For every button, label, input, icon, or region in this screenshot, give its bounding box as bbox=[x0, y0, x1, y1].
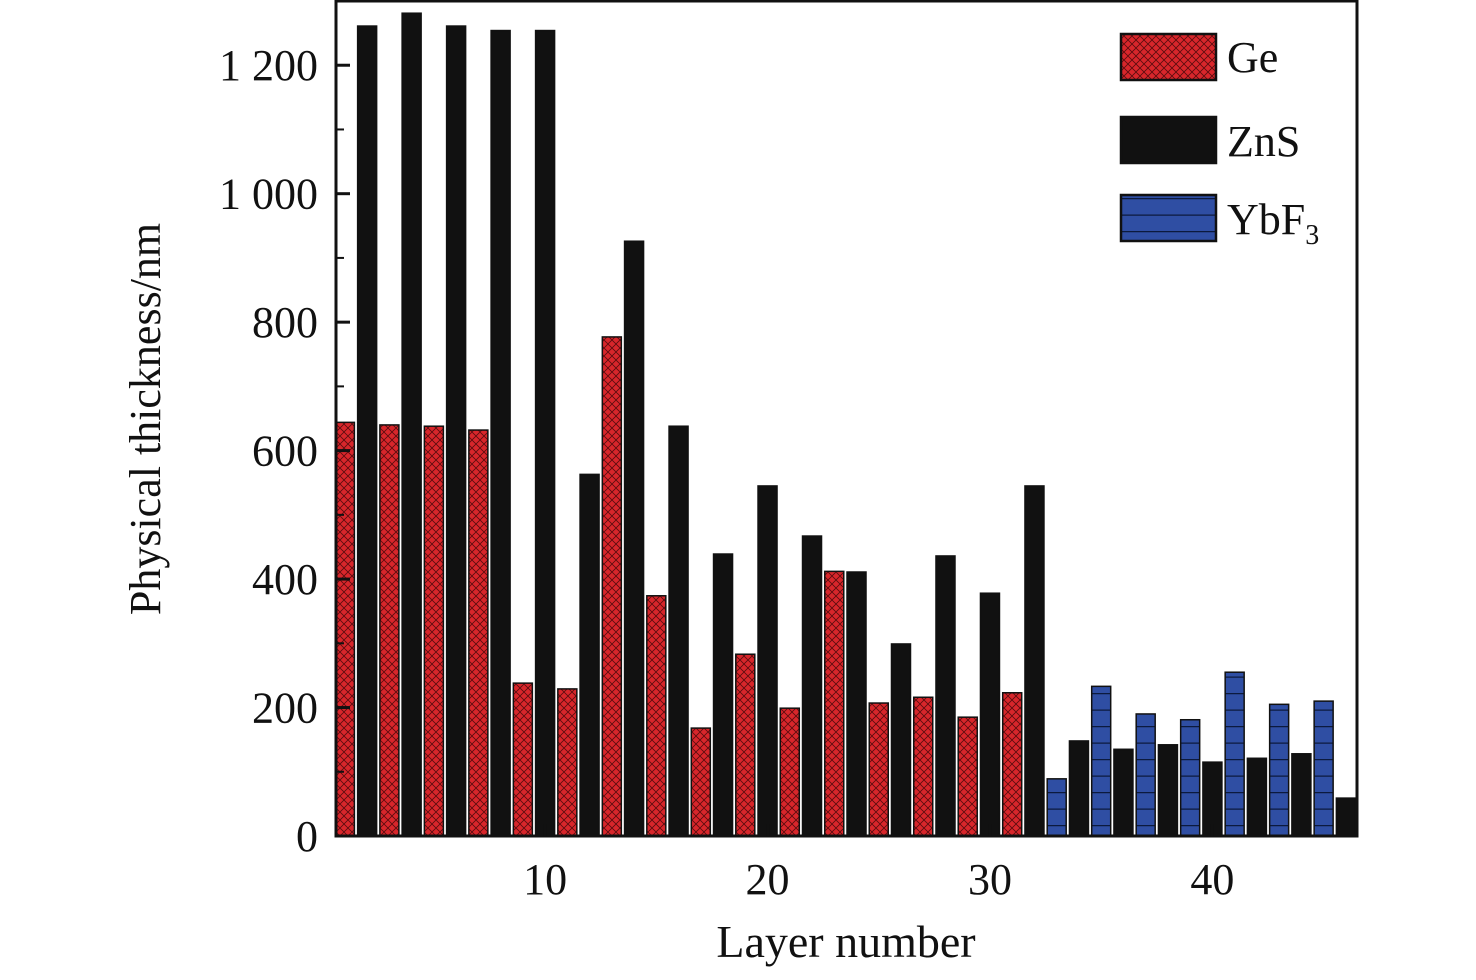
bar-ge-layer-31 bbox=[1001, 692, 1023, 837]
bar-zns-layer-2 bbox=[356, 25, 378, 837]
bar-zns-layer-32 bbox=[1024, 485, 1045, 837]
x-tick-label: 30 bbox=[968, 855, 1012, 904]
y-axis-title: Physical thickness/nm bbox=[121, 223, 170, 615]
y-tick-label: 200 bbox=[252, 684, 318, 733]
bar-ge-layer-15 bbox=[646, 595, 667, 837]
bar-zns-layer-26 bbox=[890, 643, 912, 837]
bar-ge-layer-23 bbox=[824, 570, 845, 837]
bar-ge-layer-25 bbox=[868, 702, 890, 837]
bar-ge-layer-29 bbox=[957, 716, 978, 837]
bar-zns-layer-36 bbox=[1113, 748, 1134, 837]
bar-ge-layer-9 bbox=[512, 682, 534, 837]
y-tick-label: 800 bbox=[252, 298, 318, 347]
bar-ge-layer-7 bbox=[468, 429, 489, 837]
y-tick-label: 1 000 bbox=[219, 170, 318, 219]
bar-zns-layer-20 bbox=[757, 485, 778, 837]
bar-zns-layer-30 bbox=[979, 592, 1001, 837]
bar-zns-layer-34 bbox=[1068, 740, 1090, 837]
bar-zns-layer-8 bbox=[490, 29, 511, 837]
bar-ybf3-layer-41 bbox=[1224, 671, 1245, 837]
bar-zns-layer-46 bbox=[1335, 797, 1357, 837]
bar-zns-layer-42 bbox=[1246, 757, 1268, 837]
bar-ge-layer-19 bbox=[735, 653, 756, 837]
bar-zns-layer-10 bbox=[534, 29, 556, 837]
bar-ge-layer-27 bbox=[912, 696, 934, 837]
bar-ge-layer-3 bbox=[379, 424, 400, 837]
bar-ybf3-layer-39 bbox=[1179, 718, 1201, 837]
bar-ge-layer-13 bbox=[601, 336, 623, 837]
legend-swatch-ge bbox=[1119, 32, 1218, 82]
bar-zns-layer-38 bbox=[1157, 744, 1179, 837]
bar-zns-layer-16 bbox=[668, 425, 689, 837]
y-tick-label: 400 bbox=[252, 555, 318, 604]
bar-zns-layer-44 bbox=[1291, 753, 1312, 837]
bar-ge-layer-17 bbox=[690, 727, 712, 837]
bar-ybf3-layer-35 bbox=[1090, 685, 1112, 837]
bar-zns-layer-24 bbox=[846, 571, 867, 837]
bar-ge-layer-5 bbox=[423, 425, 445, 837]
y-tick-label: 600 bbox=[252, 427, 318, 476]
bar-zns-layer-6 bbox=[445, 25, 467, 837]
legend-label-zns: ZnS bbox=[1227, 117, 1300, 166]
bar-zns-layer-14 bbox=[623, 240, 645, 837]
bar-ge-layer-1 bbox=[334, 421, 356, 837]
bar-ybf3-layer-37 bbox=[1135, 713, 1156, 837]
x-tick-label: 20 bbox=[746, 855, 790, 904]
bar-zns-layer-12 bbox=[579, 473, 600, 837]
bar-ge-layer-11 bbox=[557, 688, 578, 837]
bar-zns-layer-18 bbox=[712, 553, 734, 837]
bar-zns-layer-28 bbox=[935, 555, 956, 837]
y-tick-label: 0 bbox=[296, 812, 318, 861]
legend-label-ybf3: YbF3 bbox=[1227, 195, 1319, 251]
bar-zns-layer-22 bbox=[801, 535, 823, 837]
legend-swatch-zns bbox=[1119, 115, 1218, 165]
legend-label-ge: Ge bbox=[1227, 33, 1278, 82]
x-tick-label: 10 bbox=[523, 855, 567, 904]
bar-ybf3-layer-33 bbox=[1046, 778, 1067, 837]
bar-ybf3-layer-45 bbox=[1313, 700, 1334, 837]
legend-swatch-ybf3 bbox=[1119, 193, 1218, 243]
axes-group: 0 200 400 600 800 1 000 1 200 10 20 30 40 bbox=[219, 0, 1359, 904]
legend: Ge ZnS YbF3 bbox=[1119, 32, 1319, 251]
y-tick-label: 1 200 bbox=[219, 41, 318, 90]
bar-ybf3-layer-43 bbox=[1268, 703, 1290, 837]
plot-frame bbox=[334, 0, 1359, 838]
x-tick-label: 40 bbox=[1190, 855, 1234, 904]
x-axis-title: Layer number bbox=[716, 916, 975, 967]
bar-zns-layer-4 bbox=[401, 12, 422, 837]
bar-ge-layer-21 bbox=[779, 707, 801, 837]
